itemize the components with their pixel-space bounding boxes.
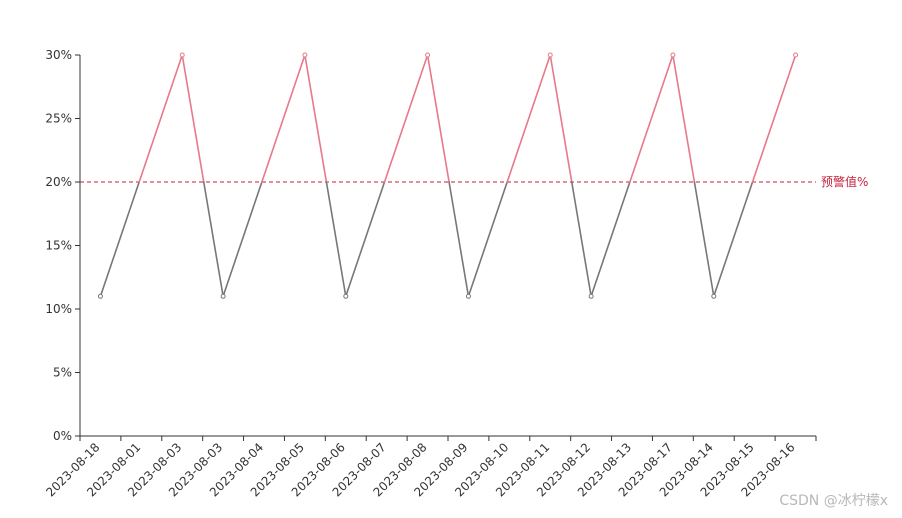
series-line-segment bbox=[506, 54, 552, 183]
series-line-segment bbox=[629, 54, 674, 183]
data-point bbox=[179, 52, 185, 58]
series-line-segment bbox=[590, 181, 631, 298]
data-point bbox=[343, 293, 349, 299]
data-point bbox=[670, 52, 676, 58]
data-point bbox=[97, 293, 103, 299]
data-point bbox=[588, 293, 594, 299]
y-tick-label: 15% bbox=[45, 239, 72, 253]
y-tick-label: 25% bbox=[45, 112, 72, 126]
data-point bbox=[302, 52, 308, 58]
series-line-segment bbox=[99, 181, 140, 298]
y-tick-label: 20% bbox=[45, 175, 72, 189]
y-tick-label: 5% bbox=[53, 366, 72, 380]
series-line-segment bbox=[222, 181, 263, 298]
series-line-segment bbox=[693, 181, 715, 298]
series-line-segment bbox=[467, 181, 508, 298]
y-tick-label: 30% bbox=[45, 48, 72, 62]
data-point bbox=[465, 293, 471, 299]
threshold-label: 预警值% bbox=[821, 174, 868, 189]
y-tick-label: 0% bbox=[53, 429, 72, 443]
series-line-segment bbox=[448, 181, 470, 298]
data-point bbox=[793, 52, 799, 58]
series-line-segment bbox=[426, 54, 450, 183]
y-tick-label: 10% bbox=[45, 302, 72, 316]
data-point bbox=[425, 52, 431, 58]
series-line-segment bbox=[181, 54, 205, 183]
series-line-segment bbox=[712, 181, 754, 298]
series-line-segment bbox=[344, 181, 386, 298]
data-point bbox=[547, 52, 553, 58]
series-line-segment bbox=[138, 54, 184, 183]
series-line-segment bbox=[261, 54, 306, 183]
series-line-segment bbox=[751, 54, 797, 183]
series-line-segment bbox=[304, 54, 328, 183]
series-line-segment bbox=[672, 54, 696, 183]
series-line-segment bbox=[202, 181, 224, 298]
series-line-segment bbox=[570, 181, 592, 298]
watermark-text: CSDN @冰柠檬x bbox=[779, 493, 888, 509]
data-point bbox=[220, 293, 226, 299]
series-line-segment bbox=[549, 54, 573, 183]
series-line-segment bbox=[325, 181, 347, 298]
data-point bbox=[711, 293, 717, 299]
series-line-segment bbox=[383, 54, 429, 183]
